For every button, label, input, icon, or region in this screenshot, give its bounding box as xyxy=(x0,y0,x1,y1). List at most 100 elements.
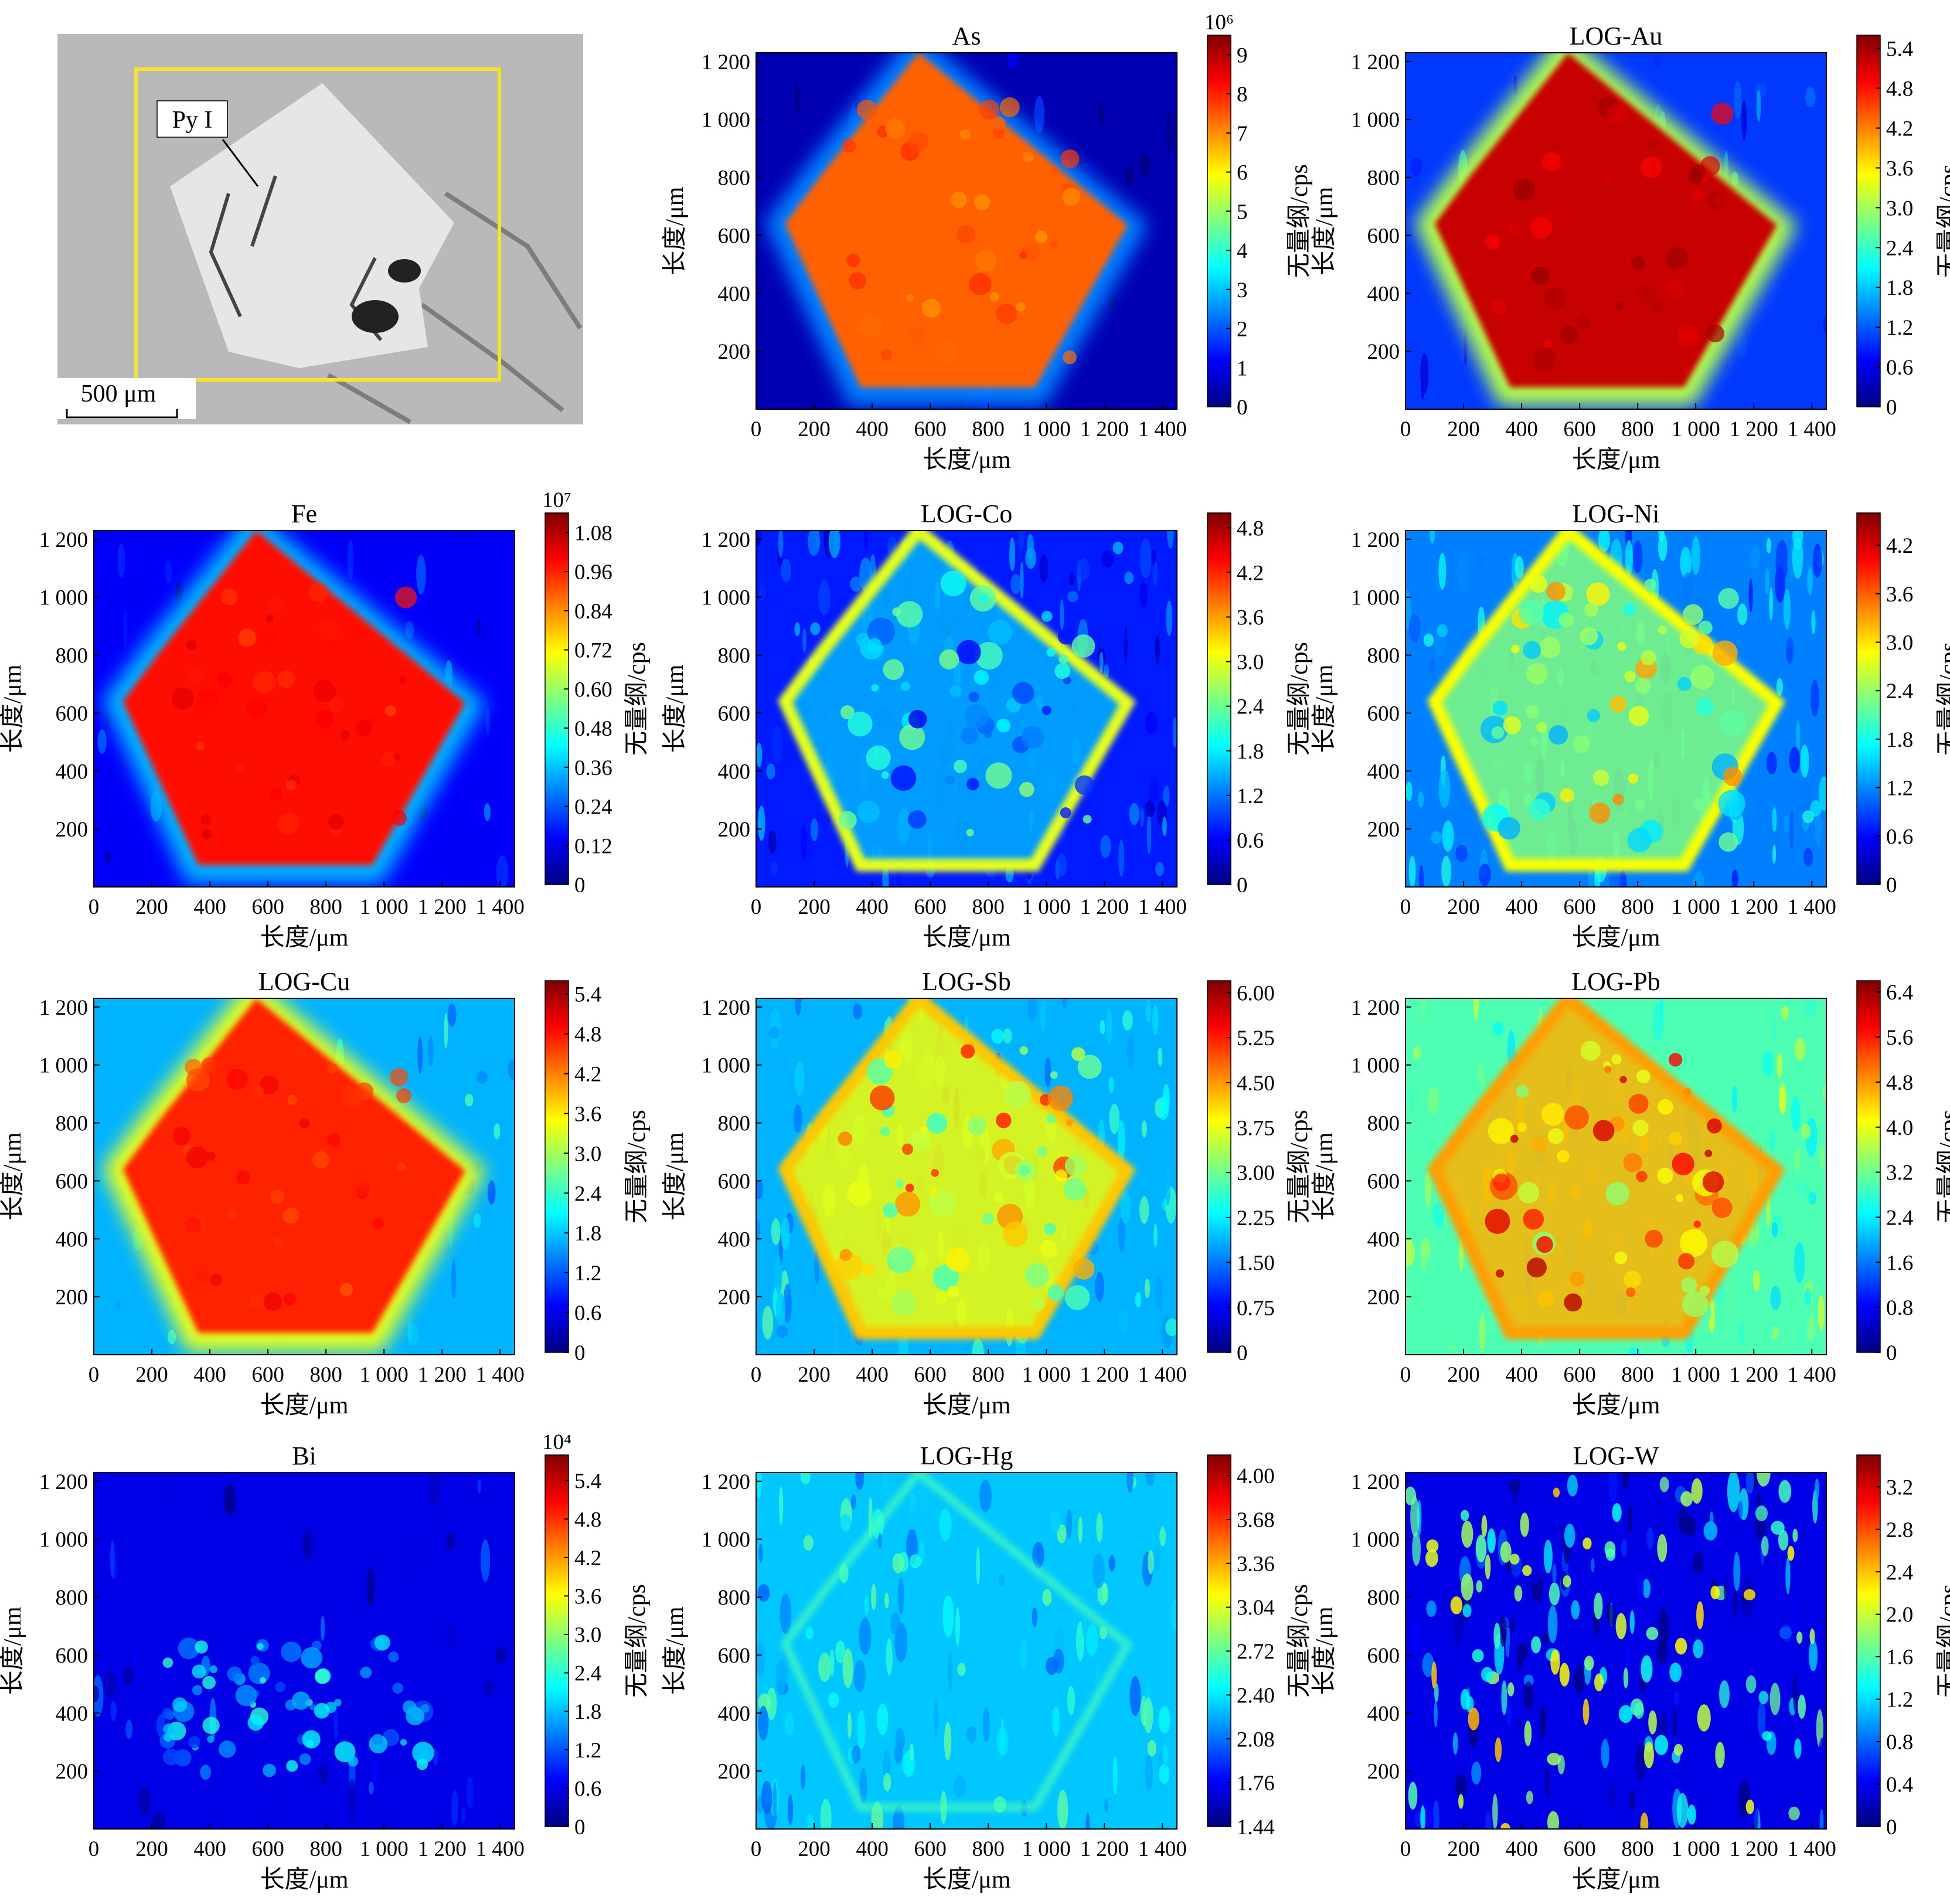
grain-texture xyxy=(1517,1182,1540,1203)
grain-texture xyxy=(1533,347,1556,370)
colorbar-multiplier: 10⁶ xyxy=(1204,11,1234,35)
x-tick-label: 600 xyxy=(1563,1363,1596,1387)
grain-texture xyxy=(207,1735,215,1743)
noise-streak xyxy=(1741,100,1747,140)
grain-texture xyxy=(1016,302,1026,312)
grain-core xyxy=(785,531,1128,865)
grain-texture xyxy=(1071,1047,1085,1061)
noise-streak xyxy=(1152,560,1158,586)
y-tick-label: 1 000 xyxy=(39,586,88,610)
noise-streak xyxy=(1733,1587,1737,1619)
colorbar-tick-label: 1.08 xyxy=(574,521,612,545)
grain-texture xyxy=(975,642,1003,670)
grain-texture xyxy=(1778,1480,1792,1503)
noise-streak xyxy=(781,559,791,582)
colorbar-tick-label: 3.00 xyxy=(1237,1161,1275,1185)
grain-texture xyxy=(1563,1575,1571,1587)
grain-texture xyxy=(1461,1521,1473,1548)
noise-streak xyxy=(1406,1239,1415,1267)
noise-streak xyxy=(987,1633,993,1672)
colorbar-tick-label: 0.8 xyxy=(1886,1730,1913,1755)
heatmap-panel: LOG-Hg 0 200 400 600 800 1 000 1 200 1 400 200 400… xyxy=(662,1441,1313,1893)
noise-streak xyxy=(494,1123,501,1140)
x-tick-label: 400 xyxy=(856,895,889,919)
y-axis-label: 长度/μm xyxy=(0,664,26,753)
noise-streak xyxy=(757,805,765,841)
grain-texture xyxy=(895,1191,921,1217)
noise-streak xyxy=(756,1641,765,1677)
noise-streak xyxy=(1731,869,1738,887)
noise-streak xyxy=(1119,1538,1127,1551)
grain-texture xyxy=(1792,1528,1798,1543)
grain-texture xyxy=(880,1126,890,1137)
grain-texture xyxy=(186,640,197,651)
noise-streak xyxy=(1674,1692,1680,1706)
grain-texture xyxy=(1711,103,1734,125)
noise-streak xyxy=(1010,574,1021,594)
grain-texture xyxy=(950,685,962,697)
noise-streak xyxy=(1423,633,1434,647)
x-tick-label: 400 xyxy=(856,1837,889,1861)
colorbar xyxy=(1856,980,1881,1353)
noise-streak xyxy=(756,1473,762,1498)
x-tick-label: 1 400 xyxy=(476,1363,525,1387)
y-tick-label: 1 000 xyxy=(702,108,750,132)
y-tick-label: 400 xyxy=(56,1228,89,1252)
noise-streak xyxy=(1536,998,1541,1019)
x-tick-label: 1 400 xyxy=(1138,1837,1187,1861)
grain-texture xyxy=(1485,234,1501,250)
grain-texture xyxy=(1675,1194,1684,1202)
grain-texture xyxy=(163,1723,175,1735)
noise-streak xyxy=(1412,1532,1421,1566)
noise-streak xyxy=(918,1476,928,1514)
noise-streak xyxy=(1112,1756,1118,1794)
heatmap-panel: LOG-Sb 0 200 400 600 800 1 000 1 200 1 400 200 400… xyxy=(662,967,1313,1419)
noise-streak xyxy=(853,1003,862,1020)
grain-texture xyxy=(1481,1515,1488,1537)
grain-texture xyxy=(999,97,1020,117)
grain-texture xyxy=(1491,726,1505,739)
noise-streak xyxy=(273,1799,284,1815)
grain-texture xyxy=(856,633,870,647)
noise-streak xyxy=(955,1606,960,1647)
grain-texture xyxy=(1573,735,1591,753)
noise-streak xyxy=(1800,744,1809,778)
noise-streak xyxy=(1100,1020,1105,1035)
grain-texture xyxy=(1669,1662,1682,1682)
noise-streak xyxy=(1789,1595,1798,1631)
grain-texture xyxy=(908,710,927,729)
noise-streak xyxy=(1420,1239,1428,1271)
x-tick-label: 400 xyxy=(1505,1837,1538,1861)
x-tick-label: 1 000 xyxy=(360,1363,409,1387)
grain-texture xyxy=(1458,1794,1464,1809)
x-tick-label: 400 xyxy=(1505,895,1538,919)
noise-streak xyxy=(842,1648,853,1688)
noise-streak xyxy=(986,548,992,573)
noise-streak xyxy=(496,1252,509,1274)
grain-texture xyxy=(1712,640,1738,666)
grain-texture xyxy=(1510,1134,1519,1143)
x-tick-label: 1 200 xyxy=(418,1837,467,1861)
grain-texture xyxy=(1558,612,1574,628)
noise-streak xyxy=(1513,75,1518,96)
plot-frame xyxy=(1405,998,1827,1355)
grain-texture xyxy=(1542,152,1561,172)
grain-texture xyxy=(1536,722,1547,733)
grain-texture xyxy=(1762,1731,1772,1741)
grain-texture xyxy=(1646,1627,1659,1640)
noise-streak xyxy=(1077,558,1090,580)
grain-texture xyxy=(838,811,857,830)
noise-streak xyxy=(1473,998,1479,1021)
grain-texture xyxy=(1625,1287,1636,1297)
noise-streak xyxy=(1791,1096,1801,1133)
scale-bar-background xyxy=(57,378,196,419)
noise-streak xyxy=(464,1093,474,1107)
noise-streak xyxy=(1810,800,1822,817)
grain-texture xyxy=(1531,1137,1547,1152)
noise-streak xyxy=(820,1798,832,1829)
x-tick-label: 200 xyxy=(1447,895,1480,919)
noise-streak xyxy=(1761,1536,1769,1556)
noise-streak xyxy=(1151,549,1156,566)
noise-streak xyxy=(909,1554,921,1569)
y-tick-label: 600 xyxy=(56,702,89,726)
